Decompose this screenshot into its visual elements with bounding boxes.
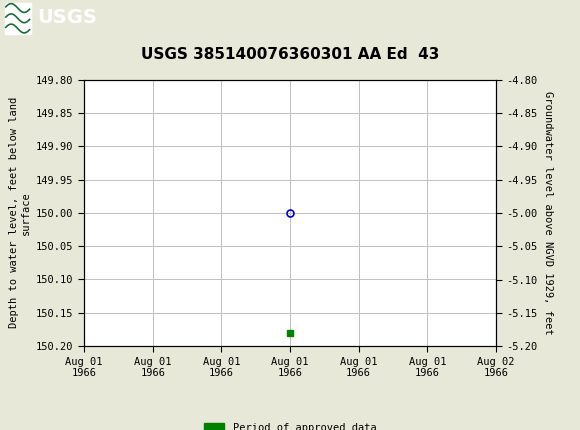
Y-axis label: Depth to water level, feet below land
surface: Depth to water level, feet below land su… xyxy=(9,97,31,329)
Legend: Period of approved data: Period of approved data xyxy=(200,418,380,430)
Y-axis label: Groundwater level above NGVD 1929, feet: Groundwater level above NGVD 1929, feet xyxy=(543,91,553,335)
Text: USGS 385140076360301 AA Ed  43: USGS 385140076360301 AA Ed 43 xyxy=(141,47,439,62)
Text: USGS: USGS xyxy=(38,8,97,27)
Bar xyxy=(5,3,31,34)
